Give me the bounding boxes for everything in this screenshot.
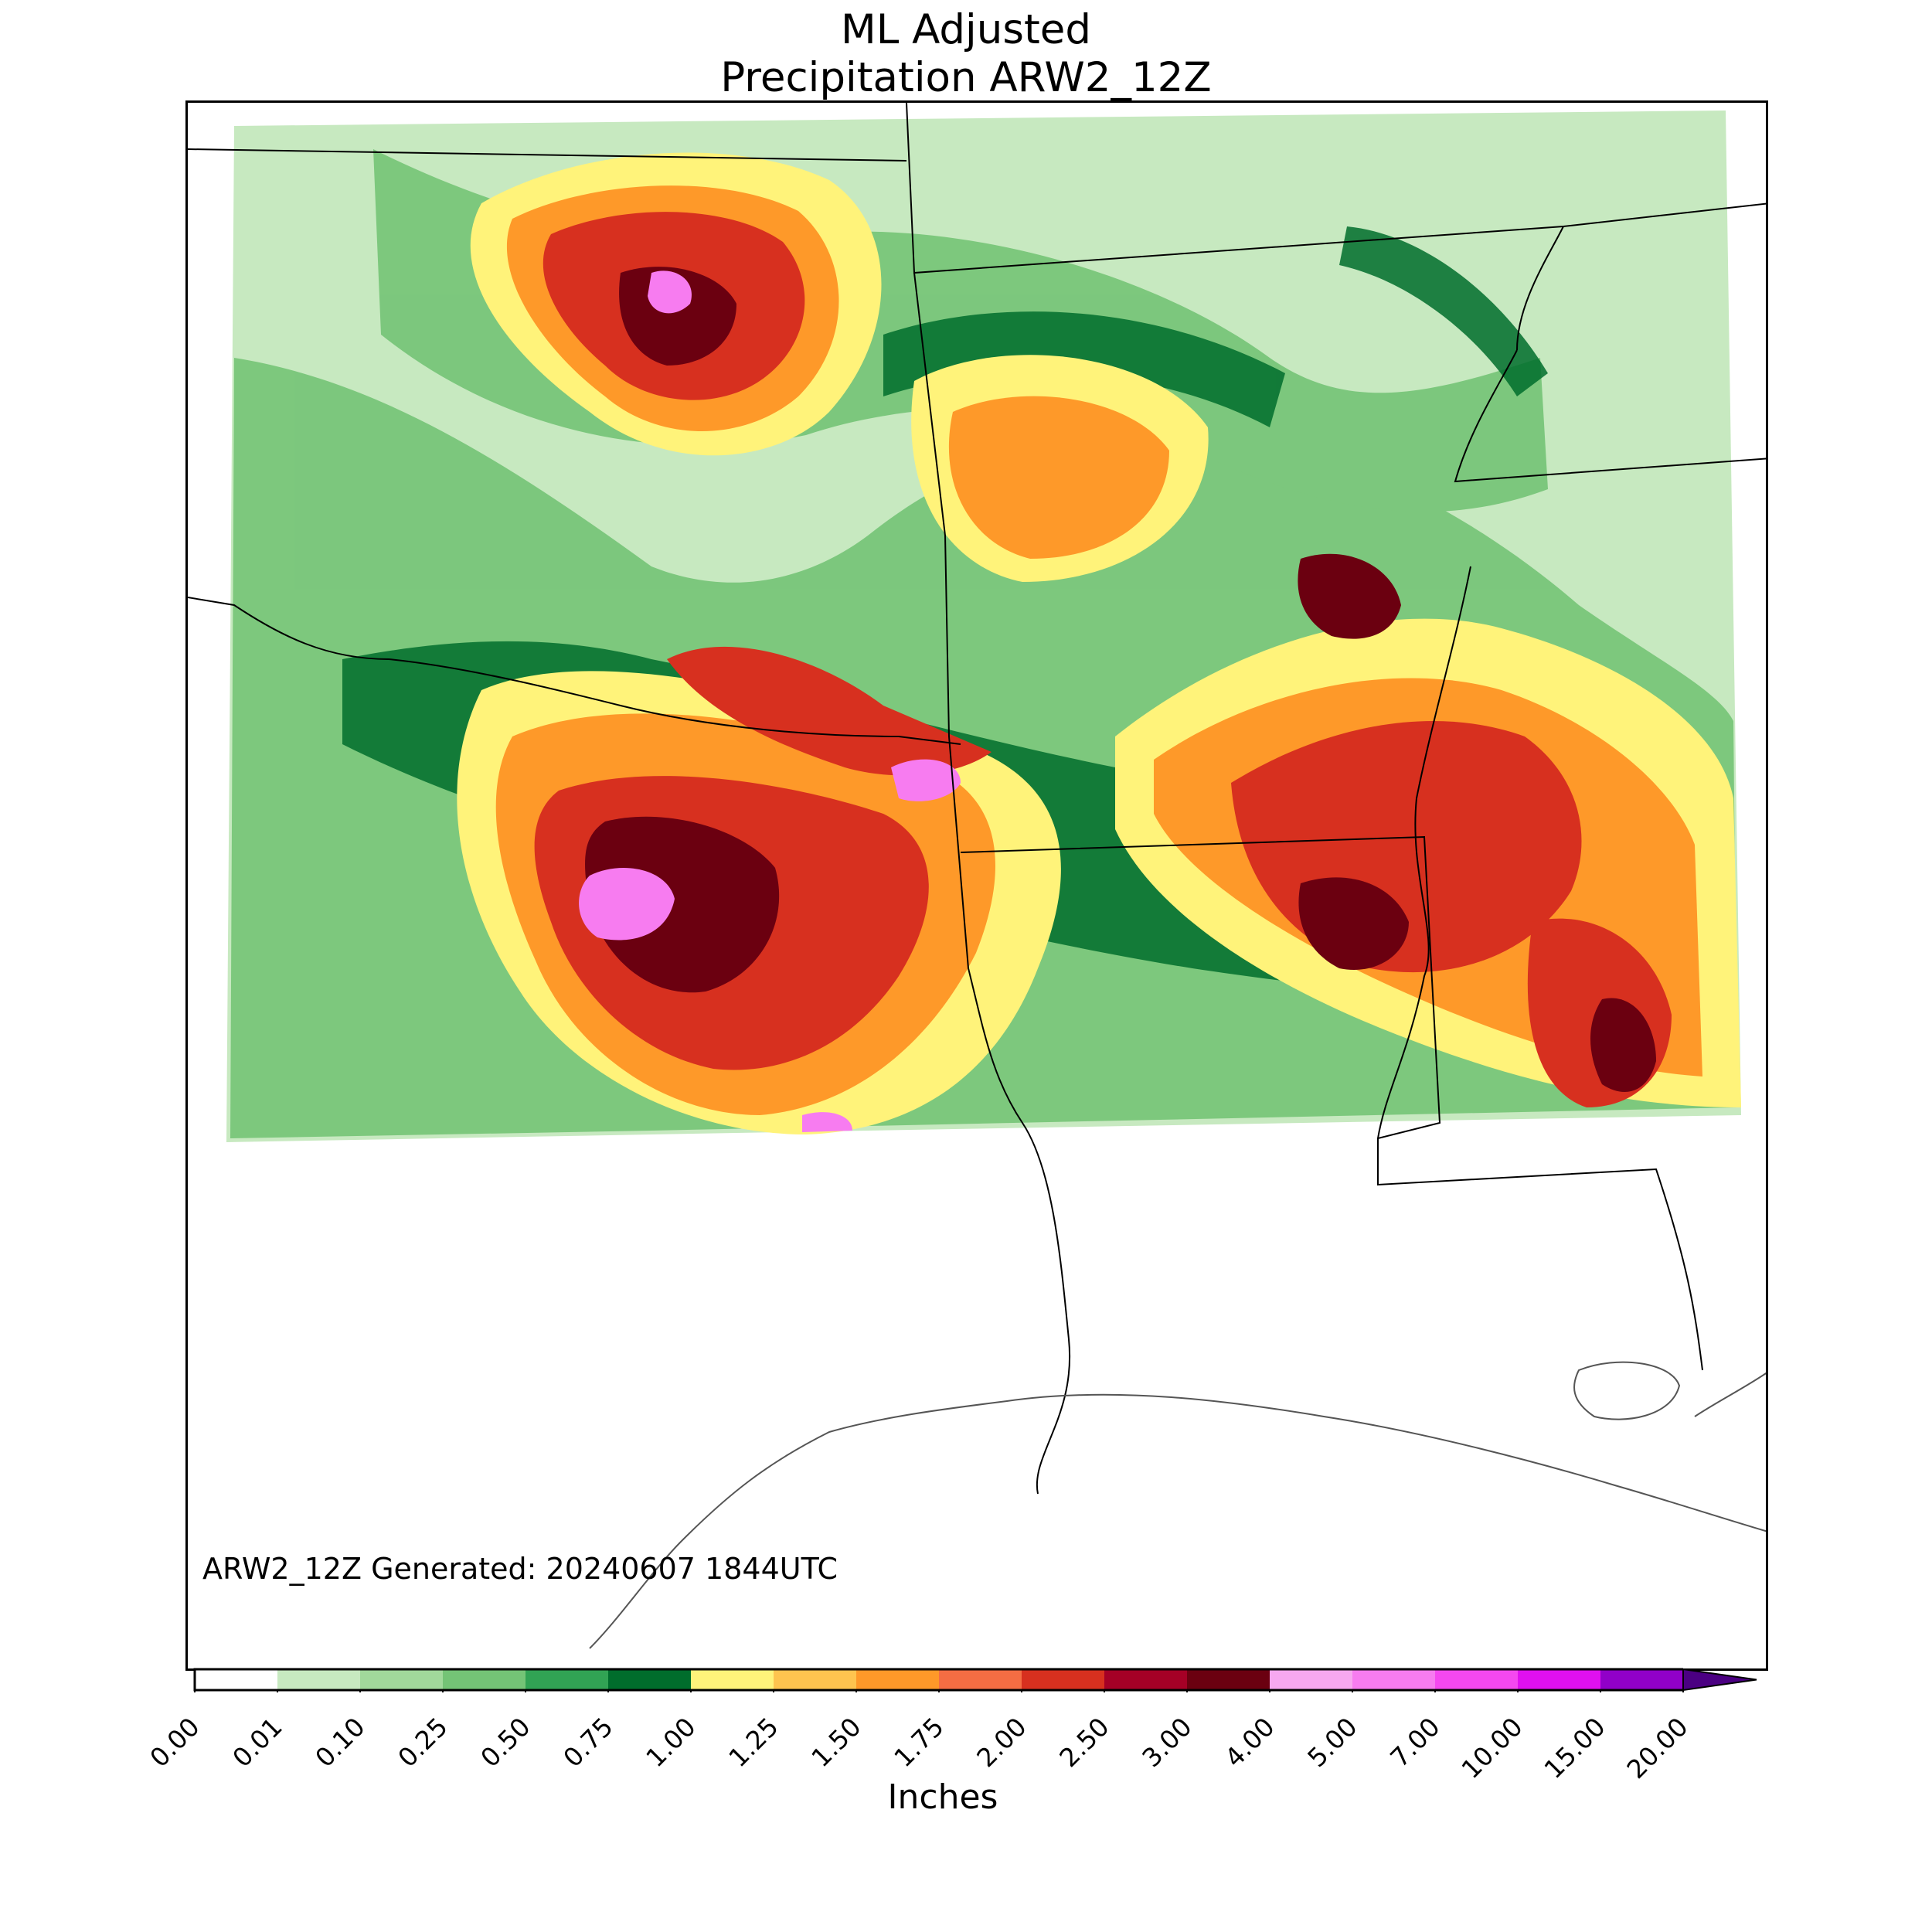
colorbar-segment: [856, 1669, 939, 1690]
map-panel: [185, 100, 1768, 1671]
colorbar-segment: [608, 1669, 691, 1690]
map-title-line1: ML Adjusted: [840, 6, 1092, 53]
colorbar-segment: [691, 1669, 774, 1690]
colorbar-segment: [1104, 1669, 1187, 1690]
colorbar-segment: [1270, 1669, 1352, 1690]
colorbar-segment: [1352, 1669, 1435, 1690]
colorbar-segment: [1600, 1669, 1683, 1690]
colorbar-segment: [774, 1669, 856, 1690]
map-title-line2: Precipitation ARW2_12Z: [720, 54, 1212, 101]
colorbar-segment: [1022, 1669, 1104, 1690]
colorbar-segment: [526, 1669, 608, 1690]
colorbar-segment: [195, 1669, 277, 1690]
colorbar-segment: [1435, 1669, 1518, 1690]
colorbar: [193, 1668, 1757, 1692]
precipitation-map: [188, 103, 1766, 1649]
generated-timestamp-label: ARW2_12Z Generated: 20240607 1844UTC: [202, 1552, 838, 1586]
colorbar-units-label: Inches: [887, 1777, 998, 1817]
colorbar-segment: [1187, 1669, 1270, 1690]
colorbar-segment: [277, 1669, 360, 1690]
coastline: [589, 1361, 1766, 1649]
colorbar-segment: [360, 1669, 443, 1690]
colorbar-segment: [1518, 1669, 1600, 1690]
colorbar-segment: [443, 1669, 526, 1690]
state-borders: [188, 103, 1766, 1495]
colorbar-extend-arrow: [1682, 1668, 1757, 1692]
colorbar-segment: [939, 1669, 1022, 1690]
precip-pink-areas: [579, 270, 961, 1132]
